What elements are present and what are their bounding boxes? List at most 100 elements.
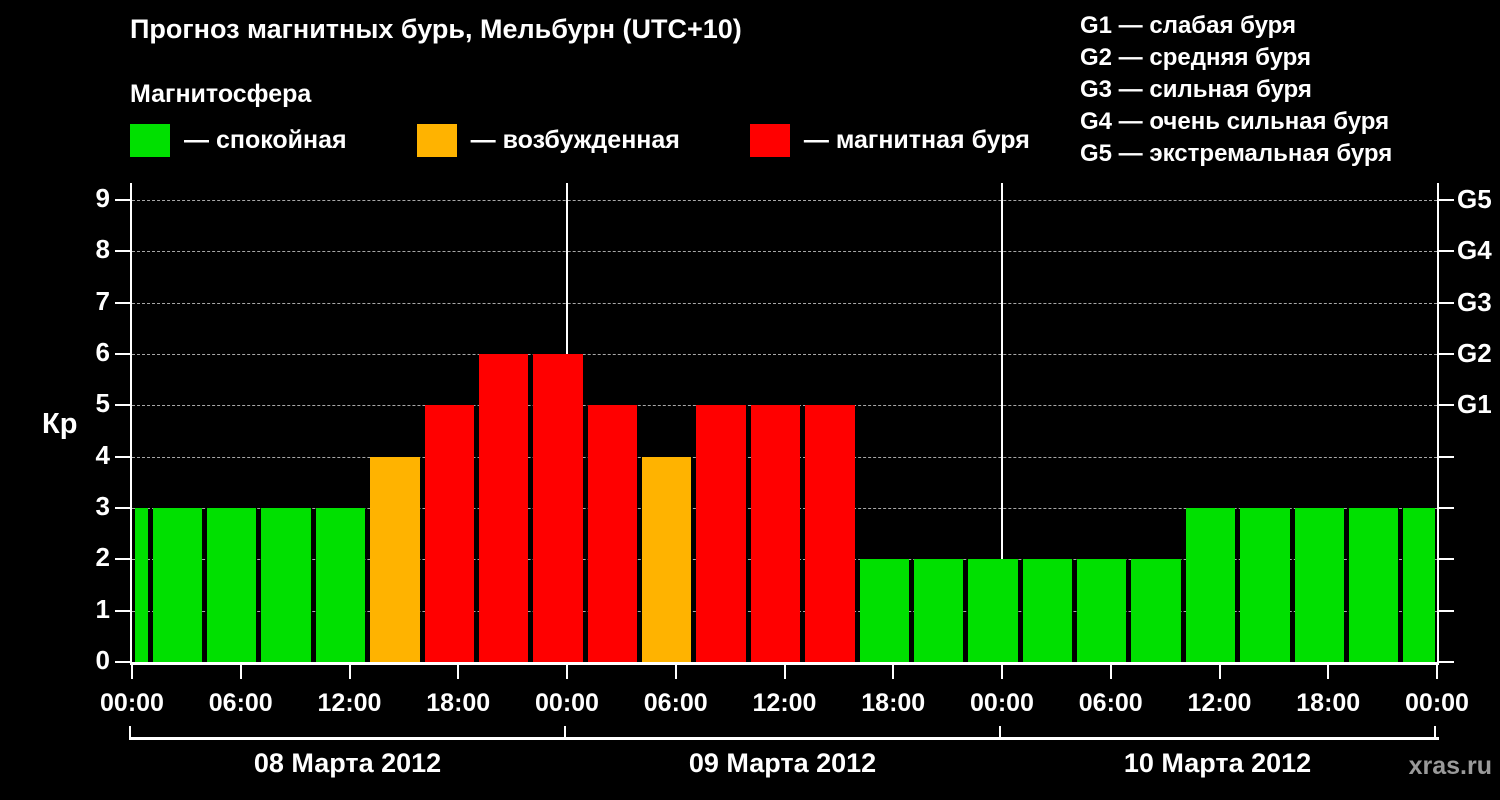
kp-bar bbox=[1403, 508, 1435, 662]
x-axis-tick-label: 18:00 bbox=[426, 689, 491, 717]
storm-scale-item-g5: G5 — экстремальная буря bbox=[1080, 140, 1393, 167]
x-axis-tick bbox=[131, 665, 133, 679]
kp-gridline bbox=[132, 302, 1437, 304]
storm-color-swatch bbox=[749, 124, 790, 157]
x-axis-tick-label: 12:00 bbox=[752, 689, 817, 717]
kp-bar bbox=[315, 508, 366, 662]
kp-bar bbox=[152, 508, 202, 662]
g-level-axis-label: G1 bbox=[1457, 389, 1492, 420]
kp-bar bbox=[134, 508, 148, 662]
kp-bar bbox=[1077, 559, 1127, 662]
chart-title: Прогноз магнитных бурь, Мельбурн (UTC+10… bbox=[130, 14, 742, 44]
y-axis-tick bbox=[115, 558, 130, 561]
x-axis-tick-label: 06:00 bbox=[208, 689, 273, 717]
date-axis-tick bbox=[129, 726, 131, 740]
y-axis-tick-label: 3 bbox=[95, 491, 110, 521]
kp-bar bbox=[1294, 508, 1344, 662]
x-axis-tick bbox=[1327, 665, 1330, 679]
kp-bar bbox=[424, 405, 474, 662]
legend-item-unsettled-label: — возбужденная bbox=[470, 126, 680, 154]
x-axis-tick bbox=[1218, 665, 1221, 679]
unsettled-color-swatch bbox=[416, 124, 457, 157]
legend-title: Магнитосфера bbox=[130, 80, 312, 108]
x-axis-tick bbox=[1109, 665, 1112, 679]
x-axis-tick bbox=[566, 665, 568, 679]
kp-gridline bbox=[132, 200, 1437, 201]
x-axis-tick-label: 00:00 bbox=[1405, 689, 1469, 717]
x-axis-tick-label: 00:00 bbox=[970, 689, 1034, 717]
y-axis-tick-label: 1 bbox=[95, 593, 110, 624]
y-axis-tick bbox=[115, 455, 130, 458]
x-axis-tick bbox=[1436, 665, 1438, 679]
kp-bar bbox=[913, 559, 964, 662]
kp-bar bbox=[859, 559, 909, 662]
y-axis-tick-label: 4 bbox=[95, 439, 110, 470]
quiet-color-swatch bbox=[130, 124, 170, 157]
g-level-axis-label: G2 bbox=[1457, 338, 1492, 368]
legend-item-storm-label: — магнитная буря bbox=[803, 126, 1030, 154]
y-axis-tick-right bbox=[1439, 661, 1454, 663]
storm-scale-item-g3: G3 — сильная буря bbox=[1080, 76, 1312, 103]
y-axis-tick-right bbox=[1439, 558, 1454, 561]
kp-bar bbox=[1022, 559, 1072, 662]
y-axis-tick bbox=[115, 404, 130, 407]
y-axis-tick-label: 2 bbox=[95, 542, 110, 573]
x-axis-tick-label: 12:00 bbox=[317, 689, 382, 717]
kp-bar bbox=[805, 405, 855, 662]
y-axis-tick bbox=[115, 661, 130, 663]
y-axis-tick-right bbox=[1439, 507, 1454, 509]
kp-bar bbox=[968, 559, 1018, 662]
kp-bar bbox=[587, 405, 637, 662]
kp-bar bbox=[750, 405, 801, 662]
y-axis-tick bbox=[115, 353, 130, 355]
kp-bar bbox=[533, 354, 583, 662]
legend-item-unsettled: — возбужденная bbox=[416, 124, 680, 157]
date-label: 10 Марта 2012 bbox=[1123, 748, 1312, 778]
y-axis-tick-label: 8 bbox=[95, 234, 110, 265]
x-axis-tick bbox=[457, 665, 460, 679]
x-axis-tick bbox=[892, 665, 895, 679]
x-axis-tick-label: 00:00 bbox=[100, 689, 164, 717]
x-axis-tick-label: 12:00 bbox=[1187, 689, 1252, 717]
date-axis: 08 Марта 2012 09 Марта 2012 10 Марта 2012 bbox=[129, 726, 1439, 797]
y-axis-tick-label: 9 bbox=[95, 183, 110, 213]
g-level-axis-label: G4 bbox=[1457, 235, 1492, 266]
y-axis-tick bbox=[115, 507, 130, 509]
day-boundary-line bbox=[1001, 183, 1003, 662]
y-axis-tick bbox=[115, 250, 130, 253]
y-axis-tick-right bbox=[1439, 404, 1454, 407]
kp-bar bbox=[478, 354, 529, 662]
legend-item-quiet-label: — спокойная bbox=[184, 126, 347, 154]
x-axis-tick bbox=[1001, 665, 1003, 679]
storm-scale-item-g2: G2 — средняя буря bbox=[1080, 44, 1311, 71]
y-axis-tick-label: 7 bbox=[95, 285, 110, 316]
kp-bar bbox=[642, 456, 692, 662]
x-axis-tick bbox=[348, 665, 351, 679]
x-axis-tick bbox=[239, 665, 242, 679]
g-level-axis-label: G3 bbox=[1457, 286, 1492, 317]
kp-gridline bbox=[132, 354, 1437, 355]
x-axis-tick-label: 18:00 bbox=[861, 689, 926, 717]
y-axis-tick bbox=[115, 609, 130, 612]
kp-bar bbox=[261, 508, 311, 662]
y-axis-tick-right bbox=[1439, 455, 1454, 458]
kp-bar bbox=[1348, 508, 1399, 662]
x-axis-tick bbox=[783, 665, 786, 679]
y-axis-tick-label: 0 bbox=[95, 645, 110, 675]
y-axis-tick-label: 6 bbox=[95, 337, 110, 367]
date-axis-tick bbox=[999, 726, 1001, 740]
y-axis-title: Кр bbox=[42, 408, 78, 440]
kp-bar bbox=[1185, 508, 1236, 662]
x-axis-tick bbox=[674, 665, 677, 679]
y-axis-tick-right bbox=[1439, 199, 1454, 201]
date-label: 08 Марта 2012 bbox=[253, 748, 442, 778]
x-axis-tick-label: 06:00 bbox=[643, 689, 708, 717]
legend-item-storm: — магнитная буря bbox=[749, 124, 1030, 157]
y-axis-tick-right bbox=[1439, 301, 1454, 304]
y-axis-tick-right bbox=[1439, 250, 1454, 253]
y-axis-tick bbox=[115, 199, 130, 201]
date-axis-tick bbox=[564, 726, 566, 740]
y-axis-tick-label: 5 bbox=[95, 388, 110, 419]
x-axis-tick-label: 06:00 bbox=[1078, 689, 1143, 717]
chart-plot-area: 0 1 2 3 4 5 6 7 8 9 G1 G2 G3 G4 G5 00:00 06:00 12:00 18:00… bbox=[96, 183, 1492, 717]
